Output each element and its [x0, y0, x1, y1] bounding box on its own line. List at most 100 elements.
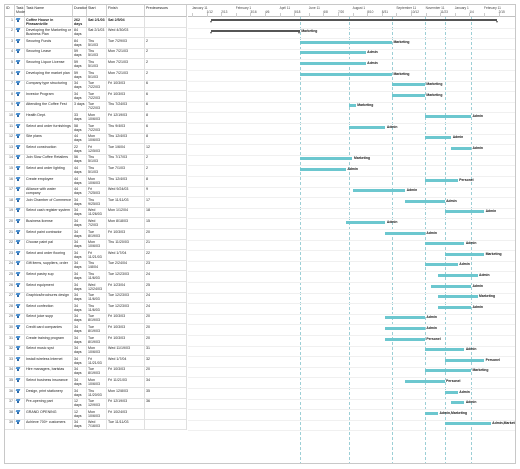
task-bar[interactable] — [345, 220, 386, 224]
predecessors-cell[interactable]: 6 — [145, 80, 187, 92]
duration-cell[interactable]: 44 days — [73, 133, 87, 145]
task-mode-cell[interactable] — [15, 345, 25, 357]
finish-cell[interactable]: Mon 1/12/04 — [107, 207, 145, 219]
predecessors-cell[interactable]: 35 — [145, 388, 187, 399]
finish-cell[interactable]: Sat 2/5/04 — [107, 17, 145, 28]
task-name-cell[interactable]: Select construction — [25, 144, 73, 155]
task-id-cell[interactable]: 26 — [5, 282, 15, 293]
duration-cell[interactable]: 34 days — [73, 313, 87, 325]
finish-cell[interactable]: Tue 12/23/03 — [107, 292, 145, 304]
finish-cell[interactable]: Thu 7/24/03 — [107, 101, 145, 113]
table-row[interactable]: 19 Select cash register system 34 days Wed … — [5, 207, 187, 219]
predecessors-cell[interactable]: 15 — [145, 218, 187, 229]
task-bar[interactable] — [451, 401, 465, 405]
task-mode-cell[interactable] — [15, 292, 25, 304]
finish-cell[interactable]: Fri 10/3/03 — [107, 229, 145, 240]
predecessors-cell[interactable]: 18 — [145, 207, 187, 219]
task-mode-cell[interactable] — [15, 186, 25, 198]
task-mode-cell[interactable] — [15, 197, 25, 208]
task-bar[interactable] — [299, 61, 366, 65]
table-row[interactable]: 28 Select confection 34 days Thu 11/6/03 Tue… — [5, 303, 187, 314]
duration-cell[interactable]: 58 days — [73, 123, 87, 134]
header-name[interactable]: Task Name — [25, 5, 73, 17]
task-bar[interactable] — [299, 157, 353, 161]
task-name-cell[interactable]: Investor Program — [25, 91, 73, 102]
task-name-cell[interactable]: Pre-opening part — [25, 398, 73, 410]
table-row[interactable]: 23 Select and order flooring 34 days Fri 11… — [5, 250, 187, 261]
table-row[interactable]: 26 Select equipment 34 days Wed 12/24/03 Fri… — [5, 282, 187, 293]
task-bar[interactable] — [391, 83, 425, 87]
task-mode-cell[interactable] — [15, 229, 25, 240]
predecessors-cell[interactable] — [145, 409, 187, 420]
task-mode-cell[interactable] — [15, 91, 25, 102]
finish-cell[interactable]: Wed 9/24/03 — [107, 186, 145, 198]
duration-cell[interactable]: 34 days — [73, 250, 87, 261]
task-id-cell[interactable]: 23 — [5, 250, 15, 261]
task-mode-cell[interactable] — [15, 324, 25, 335]
predecessors-cell[interactable] — [145, 419, 187, 431]
task-id-cell[interactable]: 34 — [5, 366, 15, 378]
finish-cell[interactable]: Fri 12/19/03 — [107, 112, 145, 123]
start-cell[interactable]: Thu 5/1/03 — [87, 38, 107, 49]
task-bar[interactable] — [405, 379, 445, 383]
predecessors-cell[interactable]: 2 — [145, 48, 187, 60]
task-name-cell[interactable]: Select pastry sup — [25, 271, 73, 282]
task-mode-cell[interactable] — [15, 250, 25, 261]
duration-cell[interactable]: 34 days — [73, 207, 87, 219]
table-row[interactable]: 16 Create employee 44 days Mon 10/6/03 Thu 1… — [5, 176, 187, 187]
start-cell[interactable]: Tue 7/22/03 — [87, 101, 107, 113]
predecessors-cell[interactable]: 8 — [145, 112, 187, 123]
task-id-cell[interactable]: 10 — [5, 112, 15, 123]
task-id-cell[interactable]: 24 — [5, 260, 15, 272]
task-mode-cell[interactable] — [15, 70, 25, 81]
table-row[interactable]: 18 Join Chamber of Commerce 34 days Thu 9/2… — [5, 197, 187, 208]
task-id-cell[interactable]: 19 — [5, 207, 15, 219]
table-row[interactable]: 31 Create training program 34 days Tue 8/19… — [5, 335, 187, 346]
header-duration[interactable]: Duration — [73, 5, 88, 17]
duration-cell[interactable]: 262 days — [73, 17, 87, 28]
start-cell[interactable]: Wed 7/16/03 — [87, 419, 107, 431]
task-id-cell[interactable]: 39 — [5, 419, 15, 431]
task-name-cell[interactable]: Developing the Marketing or Business Pla… — [25, 27, 73, 39]
predecessors-cell[interactable]: 6 — [145, 91, 187, 102]
task-id-cell[interactable]: 25 — [5, 271, 15, 282]
task-id-cell[interactable]: 31 — [5, 335, 15, 346]
task-id-cell[interactable]: 6 — [5, 70, 15, 81]
predecessors-cell[interactable]: 24 — [145, 292, 187, 304]
predecessors-cell[interactable]: 9 — [145, 186, 187, 198]
task-bar[interactable] — [424, 411, 439, 415]
predecessors-cell[interactable]: 12 — [145, 144, 187, 155]
task-name-cell[interactable]: Select confection — [25, 303, 73, 314]
task-id-cell[interactable]: 21 — [5, 229, 15, 240]
start-cell[interactable]: Thu 5/1/03 — [87, 165, 107, 176]
duration-cell[interactable]: 34 days — [73, 282, 87, 293]
duration-cell[interactable]: 44 days — [73, 165, 87, 176]
task-name-cell[interactable]: Credit card companies — [25, 324, 73, 335]
table-row[interactable]: 35 Select business insurance 34 days Mon 10… — [5, 377, 187, 388]
predecessors-cell[interactable]: 22 — [145, 250, 187, 261]
finish-cell[interactable]: Tue 7/29/03 — [107, 38, 145, 49]
task-bar[interactable] — [438, 273, 478, 277]
predecessors-cell[interactable]: 20 — [145, 313, 187, 325]
finish-cell[interactable]: Fri 10/3/03 — [107, 313, 145, 325]
task-bar[interactable] — [424, 369, 471, 373]
task-bar[interactable] — [424, 242, 465, 246]
predecessors-cell[interactable]: 6 — [145, 101, 187, 113]
table-row[interactable]: 38 GRAND OPENING 12 days Mon 10/6/03 Fri 10/… — [5, 409, 187, 420]
task-mode-cell[interactable] — [15, 356, 25, 367]
task-name-cell[interactable]: Securing Lease — [25, 48, 73, 60]
predecessors-cell[interactable]: 6 — [145, 123, 187, 134]
task-id-cell[interactable]: 12 — [5, 133, 15, 145]
task-id-cell[interactable]: 29 — [5, 313, 15, 325]
finish-cell[interactable]: Thu 11/20/03 — [107, 239, 145, 251]
start-cell[interactable]: Tue 8/19/03 — [87, 335, 107, 346]
table-row[interactable]: 27 Graphics/brochures design 34 days Tue 11… — [5, 292, 187, 304]
task-id-cell[interactable]: 11 — [5, 123, 15, 134]
task-bar[interactable] — [424, 114, 471, 118]
task-bar[interactable] — [385, 231, 425, 235]
task-bar[interactable] — [444, 390, 458, 394]
predecessors-cell[interactable]: 2 — [145, 38, 187, 49]
table-row[interactable]: 14 Join Slow Coffee Retailers 56 days Thu 5… — [5, 154, 187, 166]
task-mode-cell[interactable] — [15, 144, 25, 155]
task-name-cell[interactable]: Select business insurance — [25, 377, 73, 388]
